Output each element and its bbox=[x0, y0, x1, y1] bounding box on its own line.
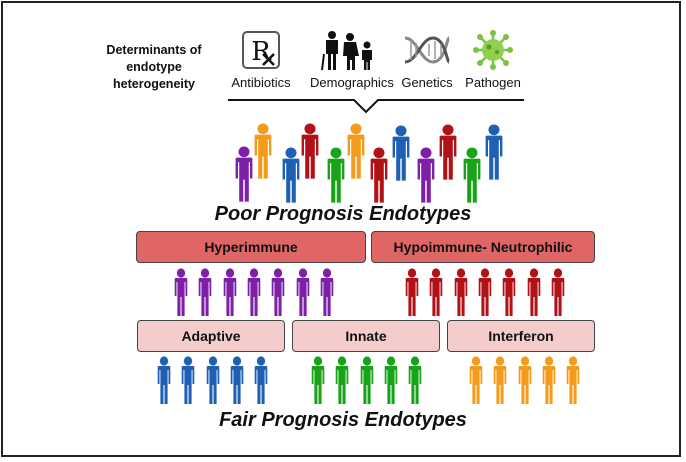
determinant-label: Genetics bbox=[401, 75, 453, 90]
person-icon bbox=[384, 356, 398, 404]
person-icon bbox=[527, 268, 540, 316]
person-icon bbox=[271, 268, 285, 316]
person-icon bbox=[174, 268, 188, 316]
person-icon bbox=[502, 268, 516, 316]
determinant-genetics: Genetics bbox=[388, 30, 466, 90]
determinant-demographics: Demographics bbox=[310, 30, 394, 90]
person-icon bbox=[392, 125, 410, 181]
person-icon bbox=[282, 147, 300, 203]
person-icon bbox=[157, 356, 171, 404]
interferon-box: Interferon bbox=[447, 320, 595, 352]
adaptive-box: Adaptive bbox=[137, 320, 285, 352]
person-icon bbox=[478, 268, 492, 316]
person-icon bbox=[296, 268, 309, 316]
person-icon bbox=[206, 356, 219, 404]
person-icon bbox=[235, 146, 253, 202]
person-icon bbox=[551, 268, 565, 316]
person-icon bbox=[327, 147, 345, 203]
person-icon bbox=[408, 356, 422, 404]
poor-prognosis-title: Poor Prognosis Endotypes bbox=[214, 203, 472, 225]
family-icon bbox=[321, 31, 372, 71]
determinant-pathogen: Pathogen bbox=[454, 30, 532, 90]
person-icon bbox=[542, 356, 556, 404]
person-icon bbox=[360, 356, 373, 404]
svg-text:R: R bbox=[251, 37, 272, 67]
rx-icon: R bbox=[242, 31, 280, 69]
bracket-arrow bbox=[228, 99, 524, 114]
person-icon bbox=[198, 268, 212, 316]
dna-icon bbox=[404, 36, 451, 64]
person-icon bbox=[301, 123, 319, 179]
person-icon bbox=[181, 356, 195, 404]
person-icon bbox=[311, 356, 325, 404]
person-icon bbox=[320, 268, 334, 316]
determinant-label: Antibiotics bbox=[231, 75, 291, 90]
person-icon bbox=[439, 124, 457, 180]
person-icon bbox=[254, 123, 272, 179]
person-icon bbox=[469, 356, 483, 404]
person-icon bbox=[223, 268, 236, 316]
hyperimmune-box: Hyperimmune bbox=[136, 231, 366, 263]
virus-icon bbox=[473, 30, 513, 70]
person-icon bbox=[493, 356, 507, 404]
person-icon bbox=[347, 123, 365, 179]
innate-box: Innate bbox=[292, 320, 440, 352]
person-icon bbox=[335, 356, 349, 404]
person-icon bbox=[417, 147, 435, 203]
determinants-label: Determinants of endotype heterogeneity bbox=[106, 43, 202, 91]
determinant-label: Demographics bbox=[310, 75, 394, 90]
person-icon bbox=[566, 356, 580, 404]
person-icon bbox=[485, 124, 503, 180]
person-icon bbox=[247, 268, 261, 316]
person-icon bbox=[230, 356, 244, 404]
person-icon bbox=[254, 356, 268, 404]
person-icon bbox=[429, 268, 443, 316]
person-icon bbox=[370, 147, 388, 203]
determinant-label: Pathogen bbox=[465, 75, 521, 90]
person-icon bbox=[454, 268, 467, 316]
person-icon bbox=[518, 356, 531, 404]
hypoimmune-neutrophilic-box: Hypoimmune- Neutrophilic bbox=[371, 231, 595, 263]
person-icon bbox=[405, 268, 419, 316]
determinant-antibiotics: R Antibiotics bbox=[222, 30, 300, 90]
fair-prognosis-title: Fair Prognosis Endotypes bbox=[219, 409, 467, 431]
person-icon bbox=[463, 147, 481, 203]
